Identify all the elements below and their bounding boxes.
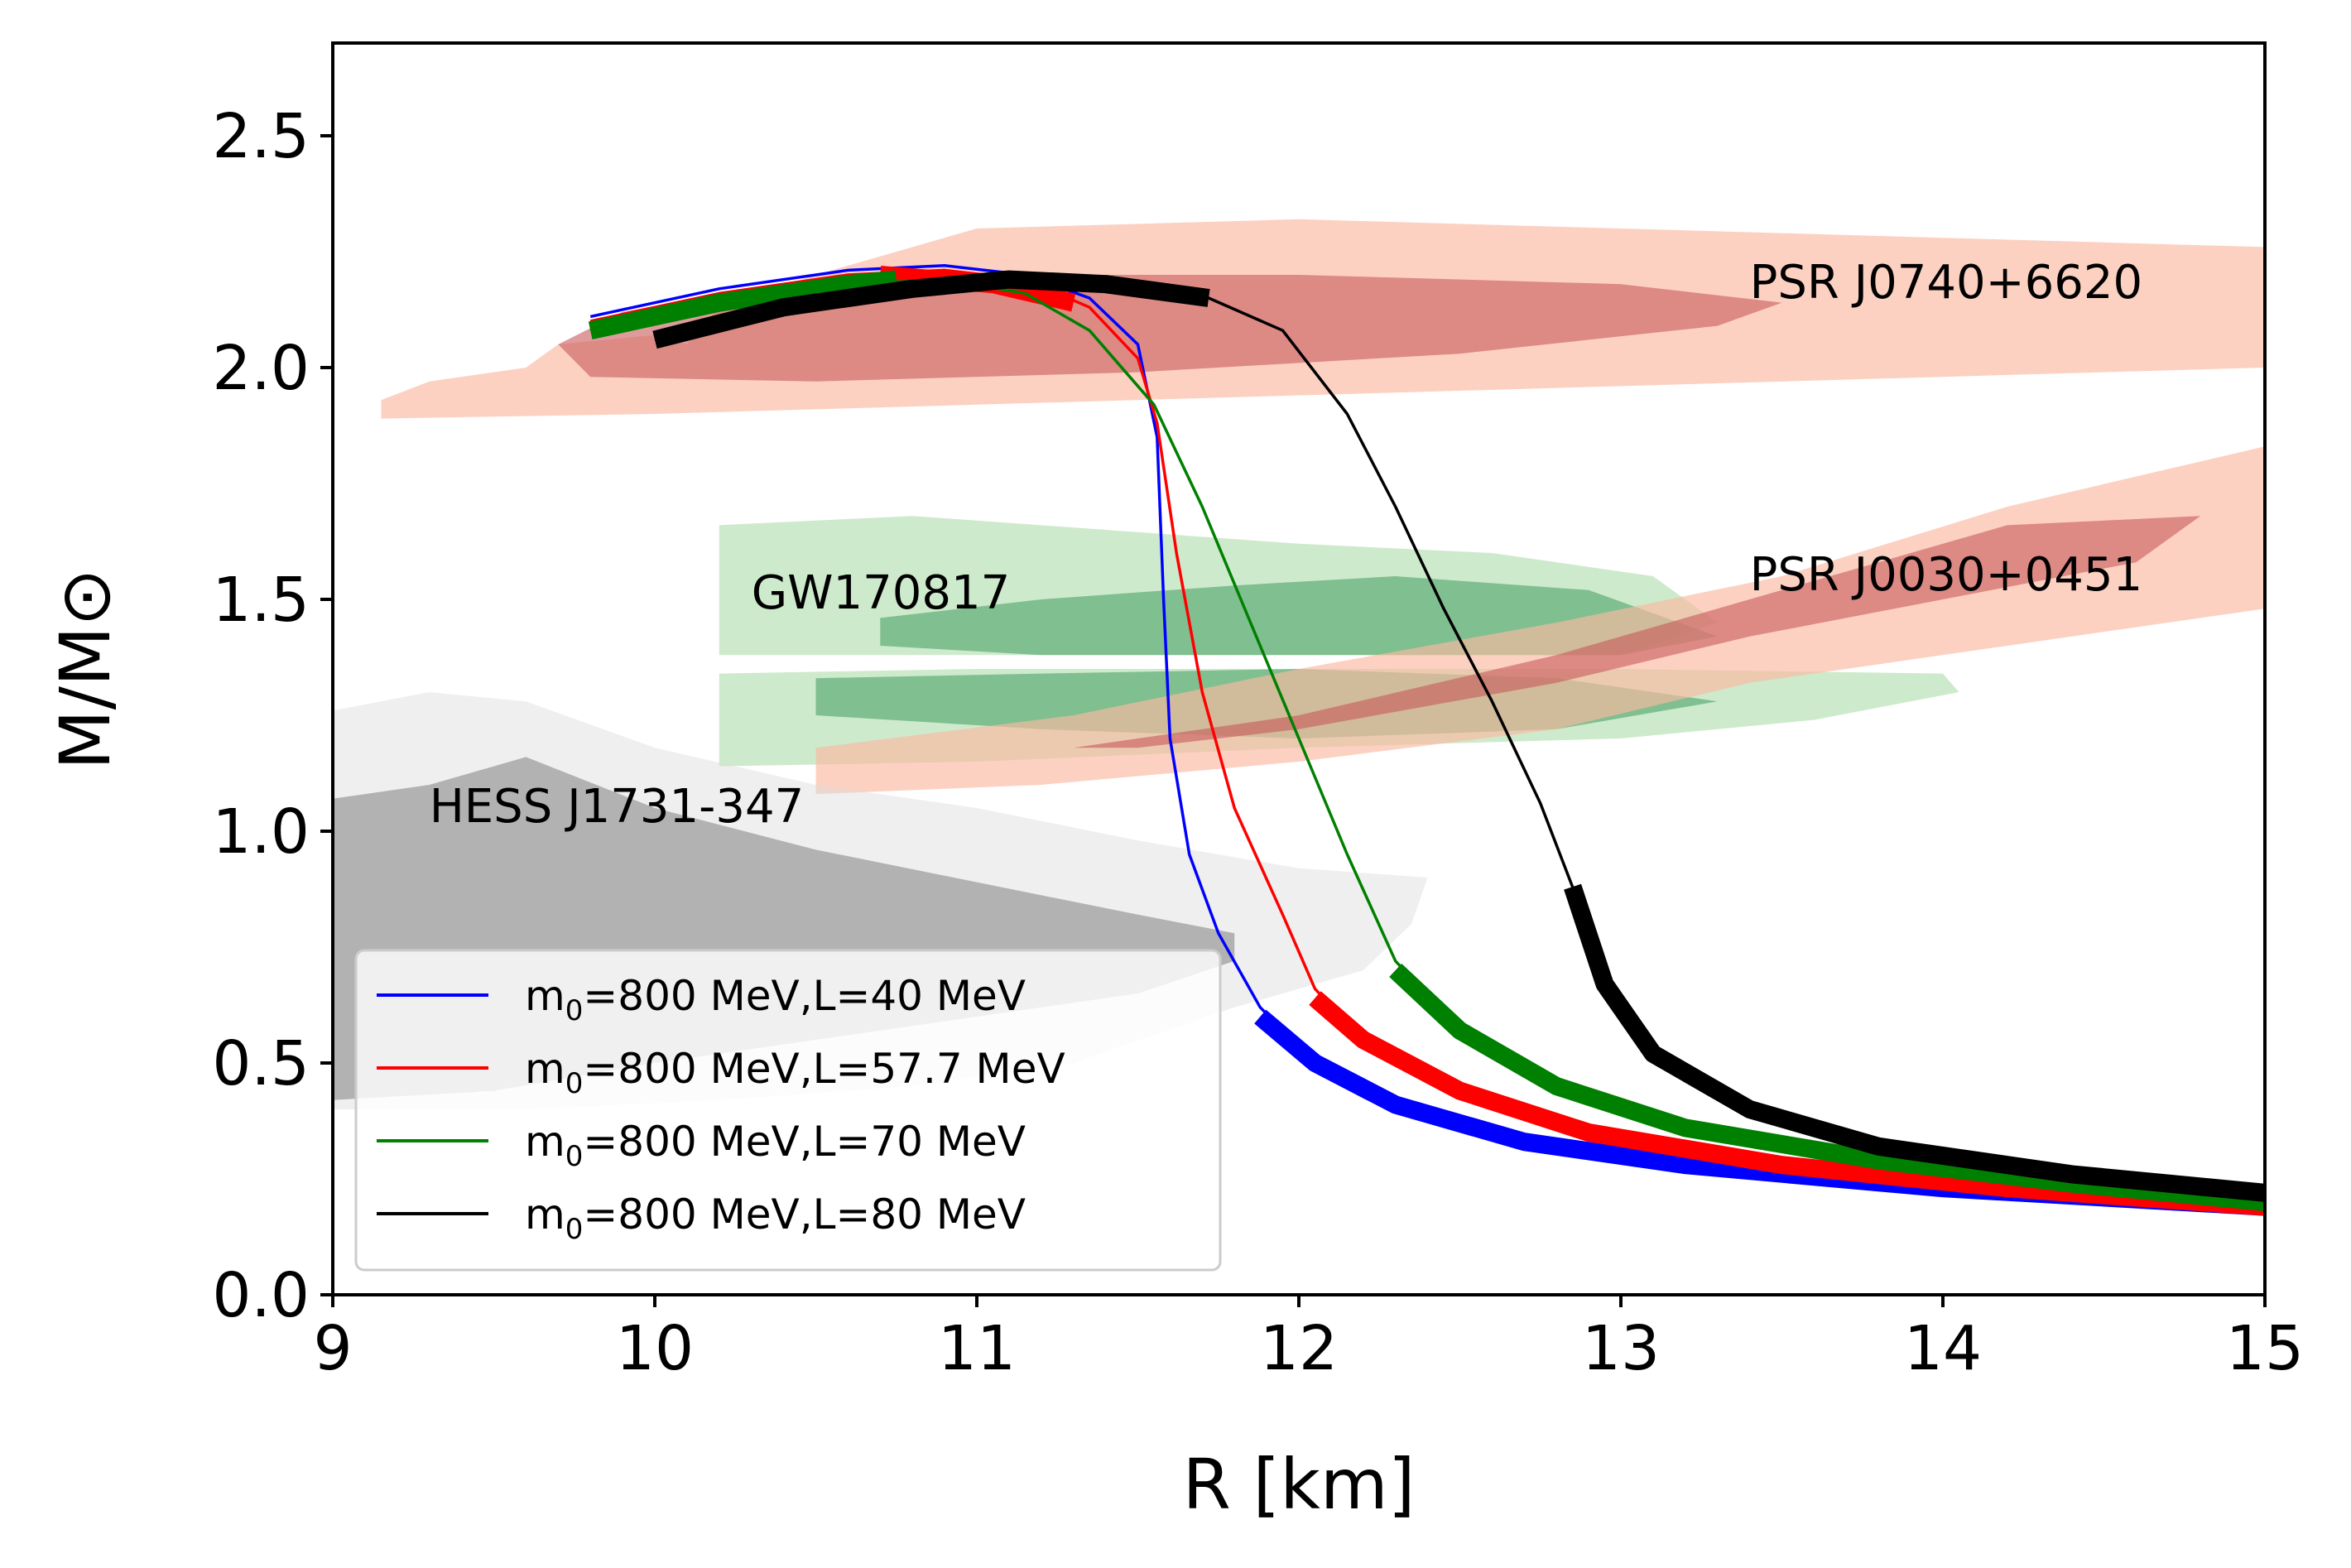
legend-label-1: m0=800 MeV,L=57.7 MeV xyxy=(525,1045,1065,1100)
series-thick-segment-3-1 xyxy=(1564,883,2265,1202)
region-psr-j0030-0451-0 xyxy=(815,446,2265,795)
y-tick-label: 1.0 xyxy=(212,796,310,868)
legend-label-subscript: 0 xyxy=(565,1067,584,1100)
y-axis-ticks: 0.0 0.5 1.0 1.5 2.0 2.5 xyxy=(212,101,333,1331)
region-psr-j0030-0451-inner-0 xyxy=(1073,516,2201,748)
legend-label-2: m0=800 MeV,L=70 MeV xyxy=(525,1118,1026,1173)
legend-label-subscript: 0 xyxy=(565,994,584,1027)
legend-label-rest: =800 MeV,L=80 MeV xyxy=(583,1190,1026,1239)
legend-label-main: m xyxy=(525,972,565,1020)
legend-label-3: m0=800 MeV,L=80 MeV xyxy=(525,1190,1026,1246)
x-tick-label: 15 xyxy=(2226,1313,2304,1384)
x-tick-label: 10 xyxy=(616,1313,694,1384)
y-axis-label: M/M⊙ xyxy=(45,568,126,770)
legend-label-rest: =800 MeV,L=40 MeV xyxy=(583,972,1026,1020)
mass-radius-curves xyxy=(588,264,2265,1216)
region-label-gw170817: GW170817 xyxy=(752,566,1011,620)
series-thick-segment-1-1 xyxy=(1309,991,2265,1216)
y-tick-label: 2.0 xyxy=(212,333,310,404)
legend-label-main: m xyxy=(525,1045,565,1093)
region-labels: PSR J0740+6620 GW170817 PSR J0030+0451 HESS… xyxy=(430,256,2142,834)
legend-label-rest: =800 MeV,L=57.7 MeV xyxy=(583,1045,1065,1093)
legend-label-0: m0=800 MeV,L=40 MeV xyxy=(525,972,1026,1027)
series-thick-segment-3-0 xyxy=(652,270,1210,349)
legend-label-subscript: 0 xyxy=(565,1140,584,1173)
series-thick-segment-2-0 xyxy=(588,270,897,339)
region-label-psr-j0740-6620: PSR J0740+6620 xyxy=(1750,256,2143,310)
y-tick-label: 2.5 xyxy=(212,101,310,172)
region-label-psr-j0030-0451: PSR J0030+0451 xyxy=(1750,548,2143,602)
x-tick-label: 13 xyxy=(1582,1313,1660,1384)
y-tick-label: 0.0 xyxy=(212,1260,310,1331)
x-tick-label: 9 xyxy=(313,1313,352,1384)
legend-label-main: m xyxy=(525,1118,565,1166)
series-thick-segment-2-1 xyxy=(1389,963,2265,1211)
x-axis-label: R [km] xyxy=(1182,1444,1415,1525)
y-tick-label: 0.5 xyxy=(212,1028,310,1099)
legend-label-main: m xyxy=(525,1190,565,1239)
legend-label-subscript: 0 xyxy=(565,1213,584,1246)
x-tick-label: 11 xyxy=(938,1313,1016,1384)
legend-label-rest: =800 MeV,L=70 MeV xyxy=(583,1118,1026,1166)
x-tick-label: 14 xyxy=(1904,1313,1982,1384)
region-label-hess-j1731-347: HESS J1731-347 xyxy=(430,780,805,834)
x-tick-label: 12 xyxy=(1260,1313,1338,1384)
x-axis-ticks: 9 10 11 12 13 14 15 xyxy=(313,1295,2304,1384)
y-tick-label: 1.5 xyxy=(212,565,310,636)
legend-box xyxy=(354,949,1222,1272)
